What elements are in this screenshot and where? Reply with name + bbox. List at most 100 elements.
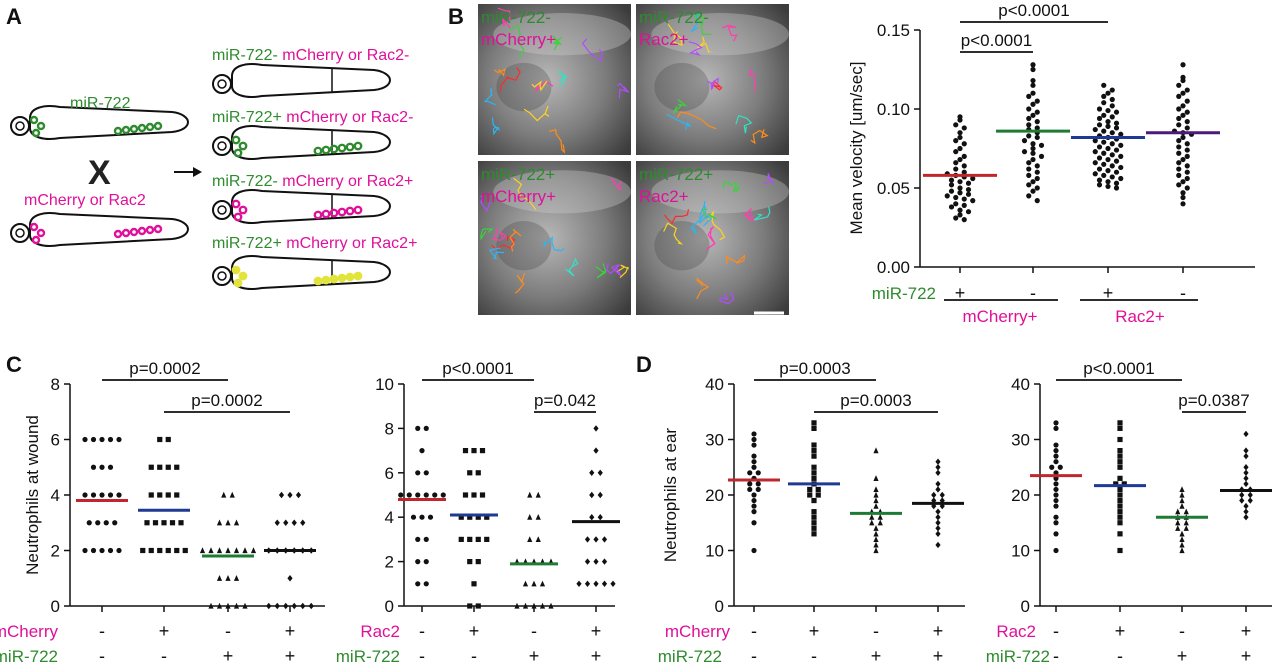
data-point: [1096, 106, 1103, 112]
data-point: [467, 514, 473, 520]
cell-track: [694, 13, 712, 35]
data-point: [1179, 547, 1185, 554]
data-point: [216, 547, 223, 554]
data-point: [953, 215, 959, 221]
data-point: [1176, 93, 1182, 99]
data-point: [233, 547, 240, 554]
data-point: [751, 431, 757, 437]
data-point: [751, 503, 757, 509]
data-point: [935, 458, 941, 465]
data-point: [1243, 452, 1249, 460]
data-point: [216, 575, 223, 581]
data-point: [1113, 180, 1120, 186]
row1-value: -: [419, 621, 425, 641]
cell-track: [606, 263, 622, 277]
row1-label: mCherry: [0, 622, 58, 641]
offspring-fish-1: [212, 63, 392, 98]
cell-track: [726, 254, 746, 265]
data-point: [157, 492, 163, 498]
data-point: [1038, 142, 1045, 148]
data-point: [747, 486, 753, 493]
row1-value: +: [469, 621, 480, 641]
data-point: [1096, 155, 1103, 161]
data-point: [1034, 134, 1040, 141]
data-point: [99, 464, 105, 470]
data-point: [1101, 93, 1107, 99]
data-point: [1176, 160, 1182, 166]
data-point: [935, 519, 941, 526]
data-point: [1021, 138, 1028, 144]
data-point: [535, 514, 541, 520]
data-point: [1030, 90, 1036, 96]
image-label-mir722: miR-722-: [481, 8, 551, 27]
data-point: [1117, 436, 1123, 443]
p-value-label: p=0.0003: [779, 359, 850, 378]
cell-track: [696, 277, 710, 300]
row1-value: +: [933, 621, 944, 641]
data-point: [1105, 168, 1111, 174]
data-point: [250, 547, 257, 554]
data-point: [1176, 182, 1182, 188]
data-point: [1101, 172, 1107, 178]
data-point: [90, 436, 97, 443]
fish-eye: [212, 200, 232, 220]
data-point: [90, 492, 97, 498]
data-point: [1109, 174, 1115, 180]
data-point: [1026, 93, 1032, 99]
data-point: [467, 536, 473, 542]
data-point: [953, 160, 959, 166]
data-point: [869, 514, 875, 520]
data-point: [291, 519, 297, 526]
data-point: [873, 547, 879, 554]
data-point: [593, 425, 599, 432]
data-point: [423, 470, 429, 476]
y-tick-label: 2: [51, 542, 60, 561]
data-point: [1092, 138, 1098, 144]
data-point: [1184, 141, 1190, 147]
y-tick-label: 30: [705, 431, 724, 450]
data-point: [1034, 109, 1040, 115]
cell-track: [542, 236, 565, 252]
y-tick-label: 10: [1011, 542, 1030, 561]
data-point: [471, 581, 477, 587]
data-point: [1183, 525, 1189, 531]
data-point: [953, 138, 959, 144]
data-point: [427, 514, 434, 520]
row1-value: -: [1053, 621, 1059, 641]
microscopy-image-4: miR-722+ Rac2+: [636, 161, 790, 315]
row2-value: -: [471, 646, 477, 664]
data-point: [873, 525, 879, 531]
data-point: [208, 602, 214, 609]
data-point: [398, 492, 404, 498]
data-point: [415, 559, 421, 565]
data-point: [471, 492, 477, 498]
data-point: [961, 125, 967, 131]
data-point: [1184, 163, 1190, 169]
data-point: [1053, 497, 1059, 504]
cell-track: [743, 208, 755, 223]
cell-track: [616, 264, 629, 279]
data-point: [475, 603, 481, 609]
data-point: [1053, 492, 1059, 498]
data-point: [1243, 447, 1249, 454]
data-point: [1176, 172, 1182, 178]
data-point: [601, 558, 608, 565]
data-point: [1096, 182, 1103, 188]
data-point: [415, 425, 421, 431]
data-point: [747, 481, 753, 487]
row1-value: -: [99, 621, 105, 641]
row1-value: -: [531, 621, 537, 641]
data-point: [811, 497, 817, 504]
data-point: [1026, 193, 1032, 199]
data-point: [811, 520, 817, 526]
offspring-label-1: miR-722- mCherry or Rac2-: [212, 47, 409, 64]
cell-track: [548, 129, 566, 154]
data-point: [957, 130, 963, 136]
data-point: [471, 448, 477, 454]
y-tick-label: 8: [385, 419, 394, 438]
data-point: [1105, 123, 1111, 129]
data-point: [423, 425, 429, 431]
p-value-label: p=0.042: [534, 391, 596, 410]
y-tick-label: 2: [385, 553, 394, 572]
